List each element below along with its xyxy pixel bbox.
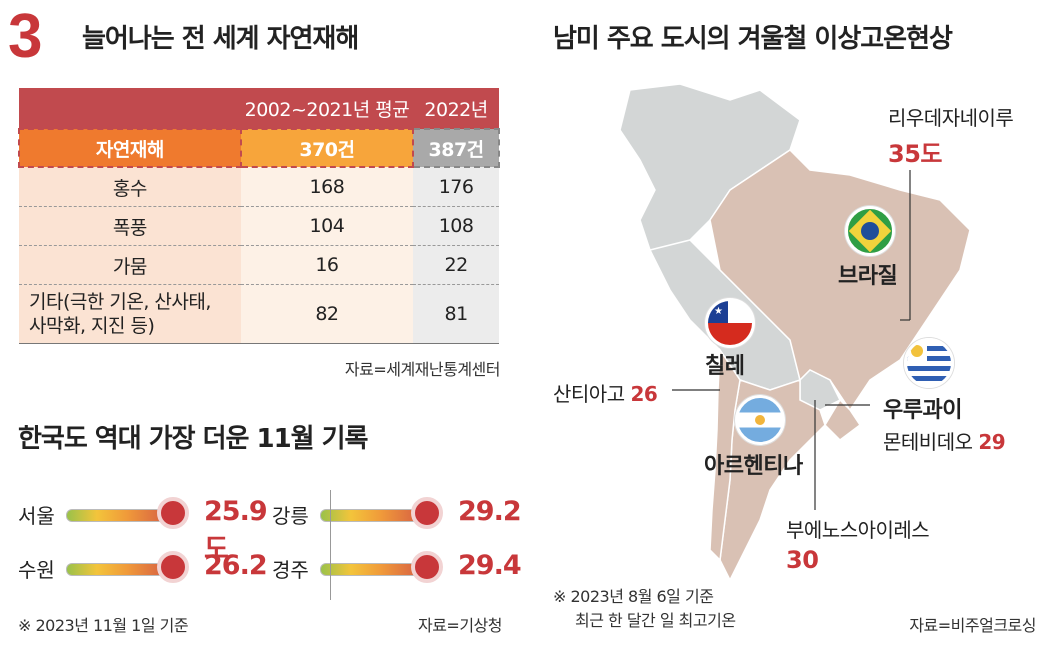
table-cell: 81 (413, 284, 499, 344)
table-row: 가뭄 16 22 (19, 245, 499, 285)
thermometer-city: 강릉 (272, 504, 309, 528)
thermometer-icon (157, 551, 189, 583)
table-cell: 82 (240, 284, 414, 344)
thermometer-icon (411, 497, 443, 529)
thermometer-bar (66, 563, 168, 576)
thermometer-bar (320, 563, 422, 576)
thermometer-gangneung: 강릉 29.2 (272, 492, 522, 536)
rio-temp: 35도 (888, 140, 942, 168)
santiago-label: 산티아고 26 (553, 378, 658, 407)
thermometer-value: 25.9도 (204, 496, 268, 565)
table-cell: 16 (240, 245, 414, 285)
buenos-aires-temp: 30 (786, 546, 819, 574)
table-cell: 104 (240, 206, 414, 246)
table-cell: 168 (240, 167, 414, 207)
uruguay-label: 우루과이 (883, 398, 962, 423)
map-note-line: ※ 2023년 8월 6일 기준 (553, 587, 714, 606)
table-header-cell: 2002~2021년 평균 (240, 88, 414, 129)
santiago-temp: 26 (630, 382, 658, 406)
chile-flag-red (708, 323, 752, 345)
table-total-row: 자연재해 370건 387건 (18, 128, 500, 168)
thermometer-seoul: 서울 25.9도 (18, 492, 268, 565)
brazil-flag-globe (861, 222, 879, 240)
brazil-label: 브라질 (838, 264, 898, 289)
map-title: 남미 주요 도시의 겨울철 이상고온현상 (553, 24, 953, 54)
map-source: 자료=비주얼크로싱 (909, 616, 1036, 635)
table-cell: 홍수 (19, 167, 241, 207)
korea-title: 한국도 역대 가장 더운 11월 기록 (18, 424, 368, 454)
section-number: 3 (8, 2, 43, 71)
argentina-label: 아르헨티나 (704, 454, 803, 479)
disasters-title: 늘어나는 전 세계 자연재해 (82, 24, 359, 54)
table-cell-line: 기타(극한 기온, 산사태, (29, 291, 211, 313)
chile-flag-blue (708, 301, 728, 323)
table-cell: 자연재해 (18, 128, 242, 168)
montevideo-temp: 29 (978, 430, 1006, 454)
uruguay-flag-sun (911, 345, 923, 357)
table-header-row: 2002~2021년 평균 2022년 (19, 88, 499, 129)
table-cell: 370건 (239, 128, 415, 168)
table-row: 폭풍 104 108 (19, 206, 499, 246)
thermometer-icon (157, 497, 189, 529)
thermometer-city: 수원 (18, 558, 55, 582)
thermometer-bar (66, 509, 168, 522)
chile-label: 칠레 (705, 354, 745, 379)
korea-note: ※ 2023년 11월 1일 기준 (18, 616, 189, 635)
table-source: 자료=세계재난통계센터 (344, 360, 501, 379)
thermometer-suwon: 수원 26.2 (18, 546, 268, 590)
table-header-cell: 2022년 (413, 88, 499, 129)
disaster-table: 2002~2021년 평균 2022년 자연재해 370건 387건 홍수 16… (18, 88, 500, 344)
chile-flag-icon: ★ (705, 298, 755, 348)
thermometer-gyeongju: 경주 29.4 (272, 546, 522, 590)
table-cell: 108 (413, 206, 499, 246)
table-cell: 176 (413, 167, 499, 207)
table-row: 홍수 168 176 (19, 167, 499, 207)
table-cell: 22 (413, 245, 499, 285)
table-cell: 기타(극한 기온, 산사태, 사막화, 지진 등) (19, 284, 241, 344)
table-header-cell (19, 88, 241, 129)
table-cell: 폭풍 (19, 206, 241, 246)
buenos-aires-label: 부에노스아이레스 (786, 518, 930, 542)
thermometer-city: 경주 (272, 558, 309, 582)
thermometer-city: 서울 (18, 504, 55, 528)
thermometer-bar (320, 509, 422, 522)
argentina-flag-sun (755, 415, 765, 425)
chile-flag-star: ★ (714, 306, 723, 317)
divider (330, 490, 331, 600)
montevideo-city: 몬테비데오 (883, 430, 973, 454)
table-cell-line: 사막화, 지진 등) (29, 315, 155, 337)
table-cell: 가뭄 (19, 245, 241, 285)
rio-label: 리우데자네이루 (888, 106, 1014, 130)
chile-shape (709, 347, 741, 562)
thermometer-value: 29.2 (458, 496, 522, 527)
korea-source: 자료=기상청 (417, 616, 503, 635)
thermometer-value: 29.4 (458, 550, 522, 581)
uruguay-flag-icon (904, 338, 954, 388)
montevideo-label: 몬테비데오 29 (883, 426, 1006, 455)
map-note: ※ 2023년 8월 6일 기준 최근 한 달간 일 최고기온 (553, 585, 736, 633)
map-note-line: 최근 한 달간 일 최고기온 (575, 611, 736, 630)
santiago-city: 산티아고 (553, 382, 625, 406)
uruguay-shape (824, 398, 862, 441)
argentina-flag-icon (735, 395, 785, 445)
table-cell: 387건 (412, 128, 500, 168)
table-row: 기타(극한 기온, 산사태, 사막화, 지진 등) 82 81 (19, 284, 499, 344)
thermometer-icon (411, 551, 443, 583)
brazil-flag-icon (845, 206, 895, 256)
thermometer-value: 26.2 (204, 550, 268, 581)
